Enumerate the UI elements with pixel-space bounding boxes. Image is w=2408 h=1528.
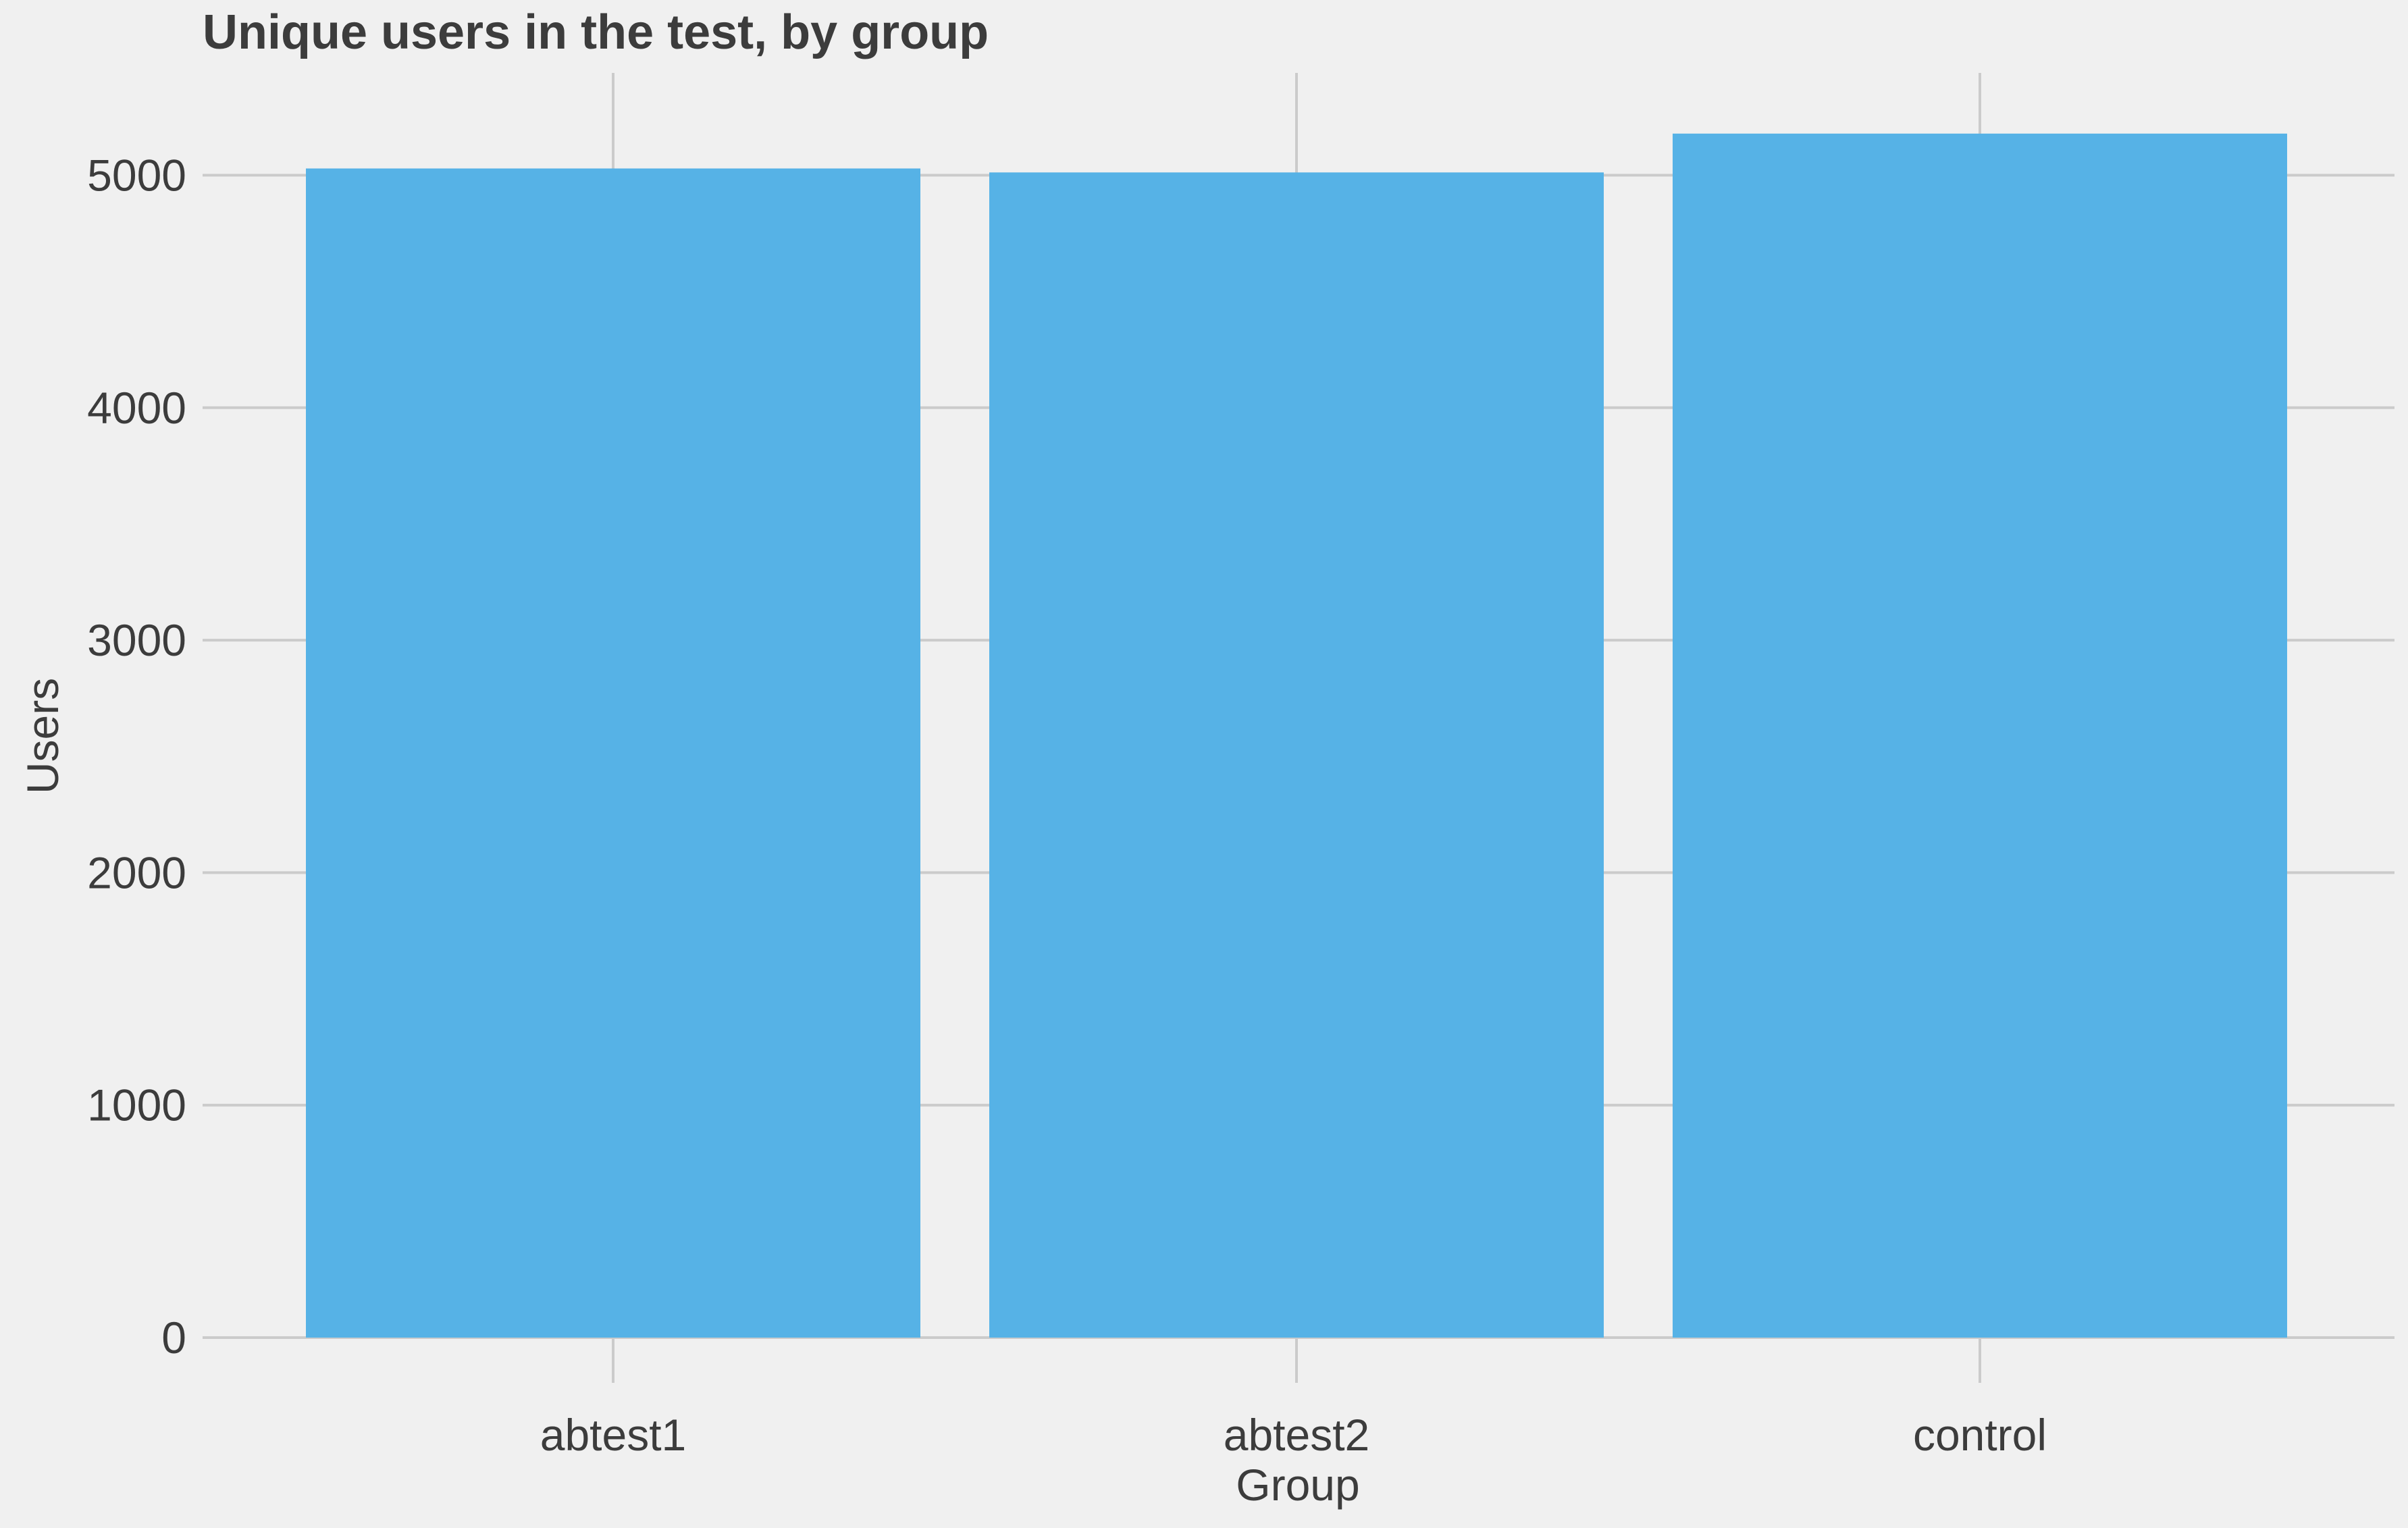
y-axis-ticks: 0 1000 2000 3000 4000 5000 [87, 150, 186, 1363]
bar-abtest2 [989, 172, 1604, 1338]
y-tick-label: 2000 [87, 847, 186, 897]
y-tick-label: 0 [161, 1313, 186, 1363]
bar-control [1673, 133, 2287, 1338]
bar-abtest1 [306, 168, 920, 1338]
y-tick-label: 5000 [87, 150, 186, 200]
y-tick-label: 4000 [87, 383, 186, 433]
y-axis-label: Users [18, 678, 68, 794]
y-tick-label: 1000 [87, 1080, 186, 1130]
x-axis-label: Group [1236, 1460, 1359, 1510]
chart-title: Unique users in the test, by group [203, 5, 989, 59]
x-axis-ticks: abtest1 abtest2 control [540, 1410, 2047, 1460]
x-tick-label: control [1913, 1410, 2047, 1460]
x-tick-label: abtest1 [540, 1410, 687, 1460]
y-tick-label: 3000 [87, 615, 186, 665]
x-tick-label: abtest2 [1224, 1410, 1370, 1460]
bars [306, 133, 2287, 1338]
